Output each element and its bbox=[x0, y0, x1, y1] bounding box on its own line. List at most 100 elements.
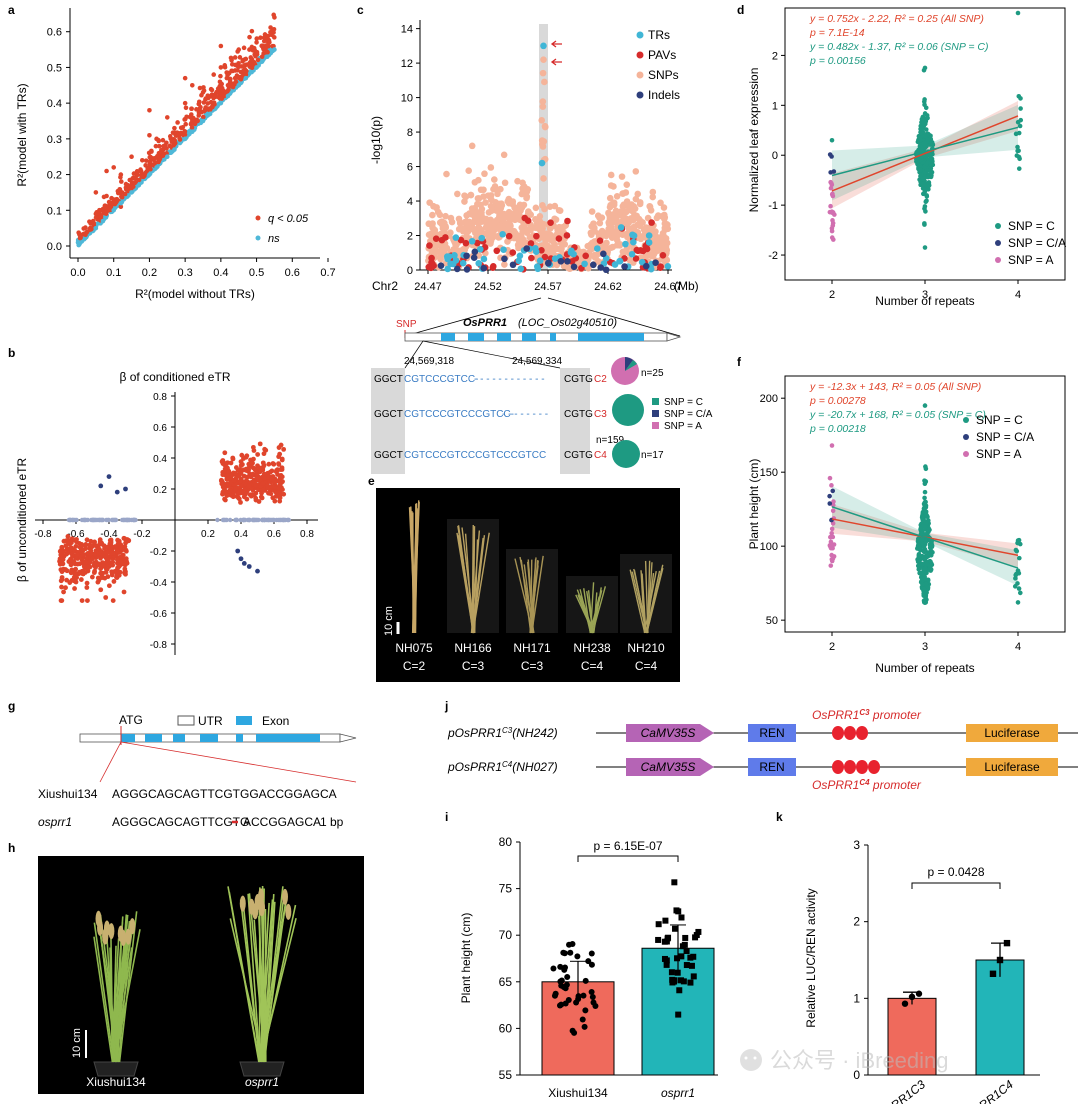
a-point-ns bbox=[200, 118, 206, 124]
g-gene-arrow bbox=[339, 733, 357, 743]
f-point-c bbox=[921, 522, 927, 527]
i-point bbox=[556, 1002, 563, 1009]
legend-indel-dot bbox=[636, 91, 644, 99]
c-point-snp bbox=[644, 214, 652, 222]
b-y-tick-label: -0.4 bbox=[150, 578, 168, 589]
pie-c2-ca bbox=[625, 357, 633, 371]
c-y-tick-label: 14 bbox=[401, 24, 413, 36]
a-point-sig bbox=[160, 137, 166, 143]
b-point-positive bbox=[276, 478, 282, 484]
i-point bbox=[688, 962, 695, 969]
exon-2 bbox=[468, 333, 484, 341]
c-point-snp bbox=[646, 251, 653, 258]
construct-row: pOsPRR1C3(NH242) CaMV35S REN OsPRR1C3 promo… bbox=[447, 708, 1078, 742]
f-point-c bbox=[921, 554, 926, 560]
b-point-positive bbox=[275, 472, 280, 477]
c-point-snp bbox=[442, 224, 450, 232]
wechat-icon-eye-right bbox=[753, 1056, 757, 1060]
k-y-tick-label: 3 bbox=[853, 838, 860, 852]
c-point-snp bbox=[523, 229, 531, 236]
flank-right-box bbox=[560, 368, 590, 474]
regression-annotation: p = 0.00218 bbox=[809, 423, 866, 435]
panel-a-legend-sig-dot bbox=[255, 215, 261, 221]
k-point bbox=[915, 990, 923, 997]
a-point-sig bbox=[225, 72, 230, 78]
a-point-sig bbox=[249, 28, 255, 34]
d-point-c bbox=[922, 164, 927, 170]
i-y-tick-label: 65 bbox=[499, 975, 513, 989]
i-y-tick-label: 60 bbox=[499, 1021, 513, 1035]
panel-k-sig-bracket bbox=[911, 882, 1001, 889]
b-point-negative bbox=[92, 539, 97, 545]
b-x-tick-label: -0.4 bbox=[100, 529, 118, 540]
pos-left: 24,569,318 bbox=[404, 356, 454, 367]
c-point-snp-peak bbox=[540, 56, 547, 63]
panel-d-ticks: -2 -1 0 1 2 2 3 4 bbox=[768, 50, 1021, 301]
legend-snp-dot bbox=[636, 71, 644, 79]
b-point-zero bbox=[215, 517, 220, 523]
f-point-a bbox=[829, 530, 834, 536]
a-point-sig bbox=[258, 35, 263, 41]
b-point-negative bbox=[118, 559, 124, 565]
d-point-a bbox=[828, 185, 834, 191]
allele-n: n=159 bbox=[596, 435, 625, 446]
b-point-positive bbox=[259, 495, 265, 501]
mut-name: osprr1 bbox=[38, 815, 72, 829]
k-x-tick-label: pOsPRR1C3 bbox=[864, 1077, 928, 1104]
c-point-pav bbox=[425, 263, 433, 271]
c-point-snp bbox=[607, 182, 615, 189]
b-point-negative bbox=[98, 555, 103, 561]
a-point-sig bbox=[164, 115, 170, 120]
b-point-same-direction bbox=[73, 579, 79, 585]
a-point-sig bbox=[103, 203, 109, 209]
b-point-positive bbox=[218, 477, 224, 483]
panel-f: f 50 100 150 200 2 3 4 y = -12.3x + 143, R² = … bbox=[737, 355, 1066, 675]
plant-stem bbox=[519, 556, 535, 634]
panel-a-y-ticks: 0.0 0.1 0.2 0.3 0.4 0.5 0.6 bbox=[47, 27, 70, 253]
panel-a-x-label: R²(model without TRs) bbox=[135, 287, 255, 301]
i-point bbox=[665, 934, 672, 941]
panel-h-right-label: osprr1 bbox=[245, 1075, 279, 1089]
f-point-a bbox=[828, 539, 834, 545]
pie-legend-a: SNP = A bbox=[664, 421, 702, 432]
panel-a-legend-sig: q < 0.05 bbox=[268, 213, 309, 225]
c-point-snp bbox=[541, 205, 548, 213]
c-point-snp bbox=[475, 195, 483, 202]
i-point bbox=[655, 936, 662, 943]
a-point-sig bbox=[132, 180, 138, 186]
a-point-sig bbox=[270, 43, 275, 49]
f-point-c bbox=[925, 584, 931, 590]
c-point-snp bbox=[475, 176, 482, 184]
c-point-snp bbox=[660, 204, 668, 211]
panicle bbox=[102, 928, 109, 945]
b-point-positive bbox=[251, 448, 257, 453]
b-point-negative bbox=[63, 585, 68, 591]
a-point-sig bbox=[167, 143, 173, 149]
a-x-tick-label: 0.3 bbox=[177, 267, 192, 279]
plant-leaf bbox=[242, 899, 261, 1063]
c-point-snp bbox=[632, 168, 640, 175]
pie-c4 bbox=[612, 440, 640, 468]
b-point-negative bbox=[97, 537, 103, 543]
c-point-pav bbox=[489, 264, 497, 271]
legend-pav-dot bbox=[636, 51, 644, 59]
b-point-negative bbox=[100, 560, 105, 565]
tr-promoter-suffix: promoter bbox=[870, 778, 922, 792]
a-point-sig bbox=[240, 57, 246, 63]
f-point-a bbox=[831, 554, 837, 559]
i-point bbox=[590, 999, 597, 1006]
i-point bbox=[551, 992, 558, 999]
c-point-snp bbox=[520, 183, 528, 190]
panel-h-plants bbox=[93, 885, 297, 1077]
a-y-tick-label: 0.3 bbox=[47, 134, 62, 146]
d-point-a bbox=[828, 203, 833, 209]
b-point-negative bbox=[80, 571, 86, 577]
a-point-sig bbox=[211, 72, 217, 77]
d-point-c bbox=[1015, 148, 1020, 154]
i-point bbox=[683, 947, 690, 954]
panel-f-ticks: 50 100 150 200 2 3 4 bbox=[760, 393, 1021, 653]
construct-strain: (NH027) bbox=[512, 760, 557, 774]
a-point-sig bbox=[87, 227, 92, 233]
a-y-tick-label: 0.5 bbox=[47, 62, 62, 74]
a-point-sig bbox=[211, 100, 217, 105]
